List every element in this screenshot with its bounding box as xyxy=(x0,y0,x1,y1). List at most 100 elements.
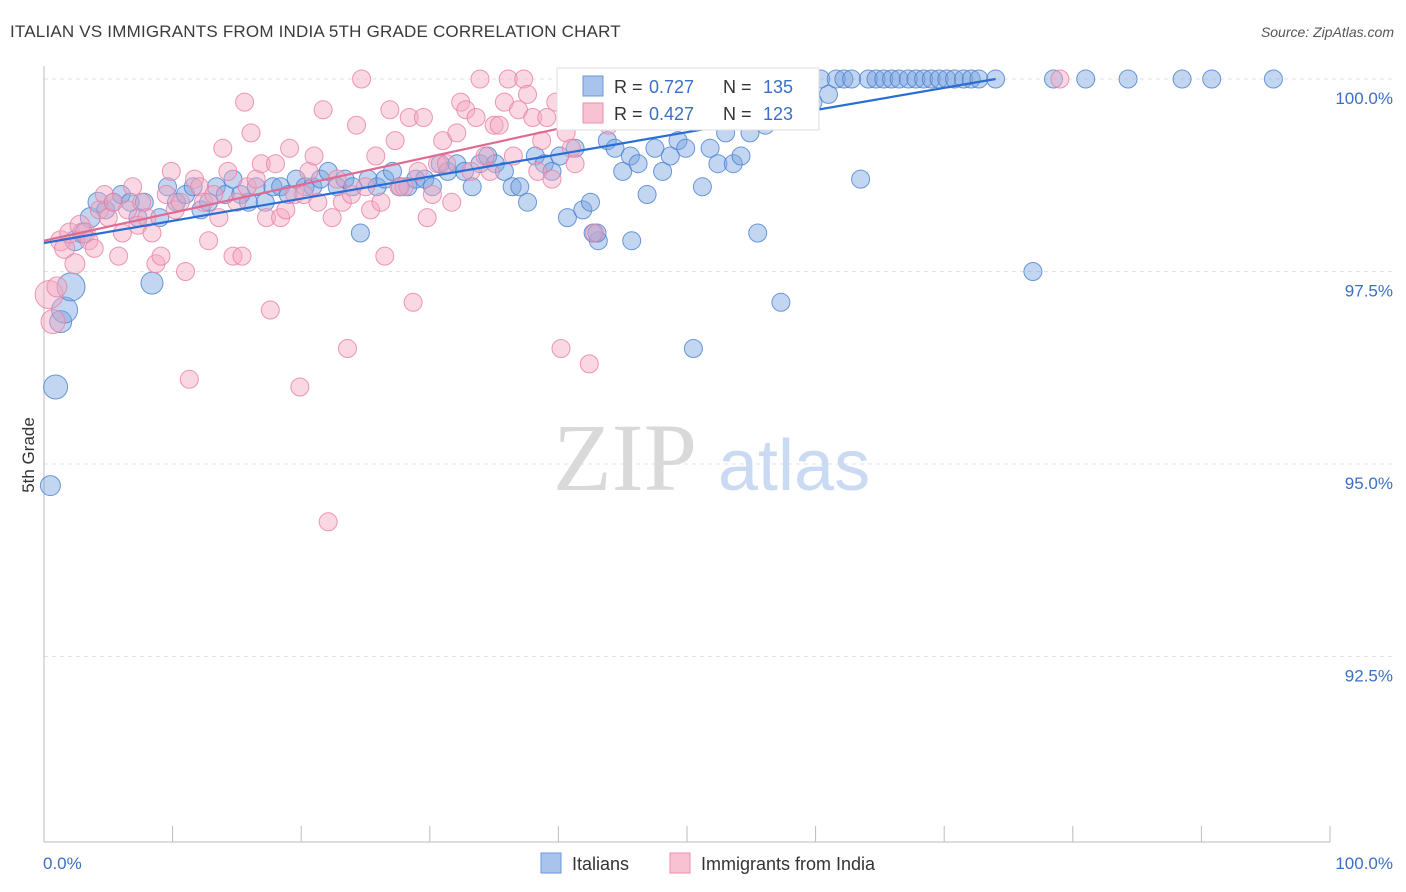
bottom-legend: Italians Immigrants from India xyxy=(540,852,876,874)
data-point xyxy=(87,191,109,213)
data-point xyxy=(352,69,372,89)
data-point xyxy=(170,192,190,212)
data-point xyxy=(1263,69,1283,89)
data-point xyxy=(380,100,400,120)
data-point xyxy=(834,69,854,89)
data-point xyxy=(158,177,177,197)
legend-n-label-india: N = xyxy=(723,104,752,124)
data-point xyxy=(408,161,428,181)
data-point xyxy=(46,276,68,298)
data-point xyxy=(64,253,86,275)
y-tick-labels: 100.0% 97.5% 95.0% 92.5% xyxy=(1335,89,1393,686)
data-point xyxy=(257,208,276,228)
data-point xyxy=(494,161,514,181)
data-point xyxy=(140,271,164,295)
trend-lines xyxy=(43,77,996,245)
data-point xyxy=(518,192,537,212)
data-point xyxy=(683,339,703,358)
watermark-atlas: atlas xyxy=(718,426,870,506)
data-point xyxy=(584,223,604,243)
data-point xyxy=(49,310,73,334)
data-point xyxy=(581,192,600,212)
legend-r-label-india: R = xyxy=(614,104,643,124)
data-points xyxy=(34,69,1283,532)
data-point xyxy=(179,369,199,389)
data-point xyxy=(700,138,720,158)
data-point xyxy=(502,177,522,197)
data-point xyxy=(375,246,395,266)
data-point xyxy=(290,377,310,397)
data-point xyxy=(1050,69,1070,89)
data-point xyxy=(628,154,648,174)
data-point xyxy=(708,154,728,174)
data-point xyxy=(470,69,490,89)
data-point xyxy=(882,69,901,89)
data-point xyxy=(399,108,419,127)
legend-r-label-italians: R = xyxy=(614,77,643,97)
data-point xyxy=(447,123,467,143)
data-point xyxy=(385,131,405,151)
data-point xyxy=(969,69,989,89)
data-point xyxy=(123,177,143,197)
data-point xyxy=(361,200,381,220)
data-point xyxy=(498,69,518,89)
data-point xyxy=(914,69,934,89)
data-point xyxy=(204,185,224,204)
data-point xyxy=(514,69,534,89)
data-point xyxy=(308,192,328,212)
data-point xyxy=(1172,69,1192,89)
data-point xyxy=(251,154,271,174)
data-point xyxy=(1118,69,1138,89)
data-point xyxy=(613,161,633,181)
y-tick-label-1: 97.5% xyxy=(1345,282,1393,301)
data-point xyxy=(413,108,433,127)
data-point xyxy=(826,69,846,89)
source-note: Source: ZipAtlas.com xyxy=(1260,24,1394,40)
data-point xyxy=(299,161,319,181)
data-point xyxy=(523,108,543,127)
data-point xyxy=(183,177,203,197)
data-point xyxy=(660,146,680,166)
legend-n-label-italians: N = xyxy=(723,77,752,97)
x-tick-label-left: 0.0% xyxy=(43,854,82,873)
data-point xyxy=(437,154,456,174)
bottom-legend-swatch-italians xyxy=(540,852,562,874)
data-point xyxy=(537,108,557,127)
data-point xyxy=(748,223,768,243)
data-point xyxy=(475,146,495,166)
data-point xyxy=(489,115,509,135)
data-point xyxy=(534,154,554,174)
data-point xyxy=(215,185,235,204)
data-point xyxy=(573,200,593,220)
data-point xyxy=(842,69,862,89)
data-point xyxy=(142,223,162,243)
data-point xyxy=(723,154,743,174)
data-point xyxy=(1076,69,1096,89)
watermark-zip: ZIP xyxy=(553,404,697,511)
data-point xyxy=(620,146,640,166)
data-point xyxy=(280,138,300,158)
data-point xyxy=(771,292,791,312)
data-point xyxy=(278,185,298,204)
x-tick-label-right: 100.0% xyxy=(1335,854,1393,873)
axes xyxy=(43,66,1331,843)
data-point xyxy=(266,154,285,174)
data-point xyxy=(676,138,696,158)
data-point xyxy=(653,161,673,181)
data-point xyxy=(43,374,69,400)
trend-line-0 xyxy=(43,77,996,245)
data-point xyxy=(579,354,599,374)
data-point xyxy=(906,69,926,89)
data-point xyxy=(241,123,261,143)
data-point xyxy=(132,192,152,212)
data-point xyxy=(622,231,642,251)
data-point xyxy=(851,169,871,189)
data-point xyxy=(1044,69,1063,89)
data-point xyxy=(151,246,171,266)
data-point xyxy=(213,138,233,158)
y-tick-label-2: 95.0% xyxy=(1345,474,1393,493)
data-point xyxy=(403,292,423,312)
data-point xyxy=(731,146,751,166)
data-point xyxy=(199,231,219,251)
data-point xyxy=(109,246,129,266)
